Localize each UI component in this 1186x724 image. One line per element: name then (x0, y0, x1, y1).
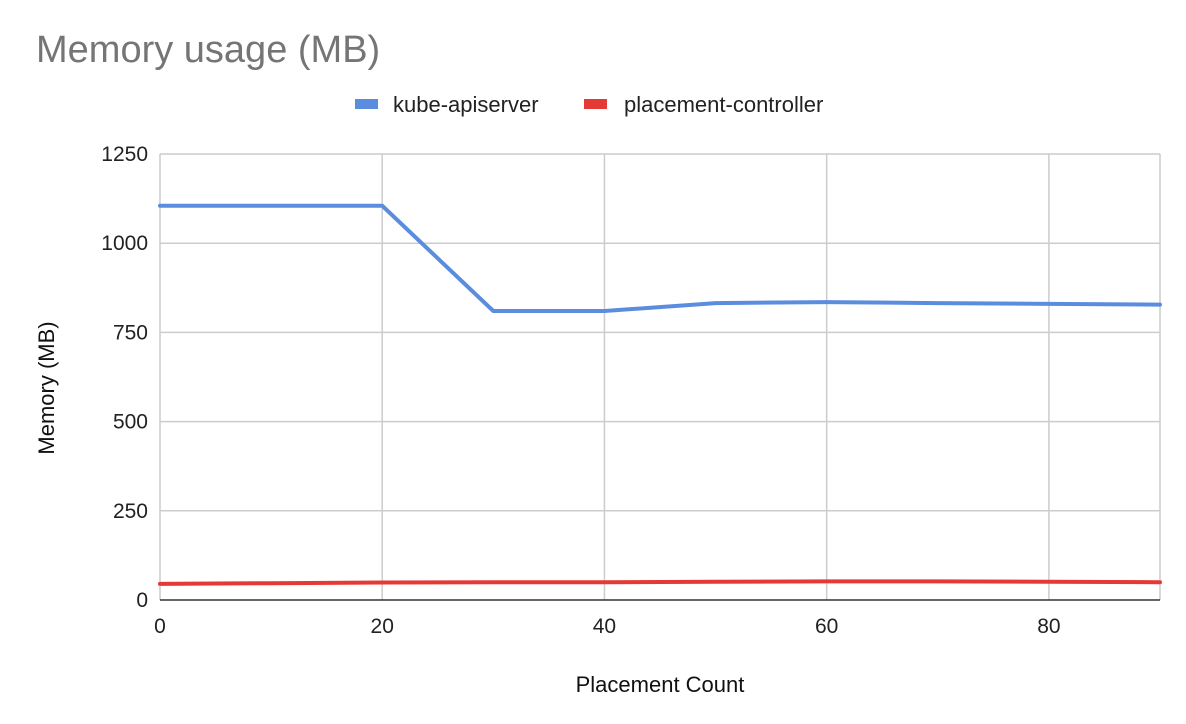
x-tick-label: 0 (154, 615, 166, 638)
y-tick-label: 750 (113, 321, 148, 344)
x-tick-label: 60 (815, 615, 838, 638)
legend-swatch-placement-controller (584, 99, 607, 109)
legend: kube-apiserver placement-controller (355, 92, 823, 117)
grid-lines (159, 153, 1161, 601)
series-layer (158, 203, 1162, 586)
legend-swatch-kube-apiserver (355, 99, 378, 109)
x-tick-label: 80 (1037, 615, 1060, 638)
legend-label-placement-controller: placement-controller (624, 92, 823, 117)
chart-title: Memory usage (MB) (36, 29, 380, 71)
legend-label-kube-apiserver: kube-apiserver (393, 92, 539, 117)
y-tick-label: 500 (113, 411, 148, 434)
y-axis-title: Memory (MB) (34, 321, 59, 454)
x-tick-label: 40 (593, 615, 616, 638)
series-line-placement-controller (158, 579, 1162, 586)
x-axis-title: Placement Count (576, 672, 745, 697)
y-tick-label: 0 (136, 589, 148, 612)
y-tick-label: 250 (113, 500, 148, 523)
series-line-kube-apiserver (158, 203, 1162, 313)
x-tick-label: 20 (371, 615, 394, 638)
y-tick-label: 1000 (101, 232, 148, 255)
x-axis: 0 20 40 60 80 (154, 615, 1060, 638)
y-axis: 0 250 500 750 1000 1250 (101, 143, 148, 612)
y-tick-label: 1250 (101, 143, 148, 166)
